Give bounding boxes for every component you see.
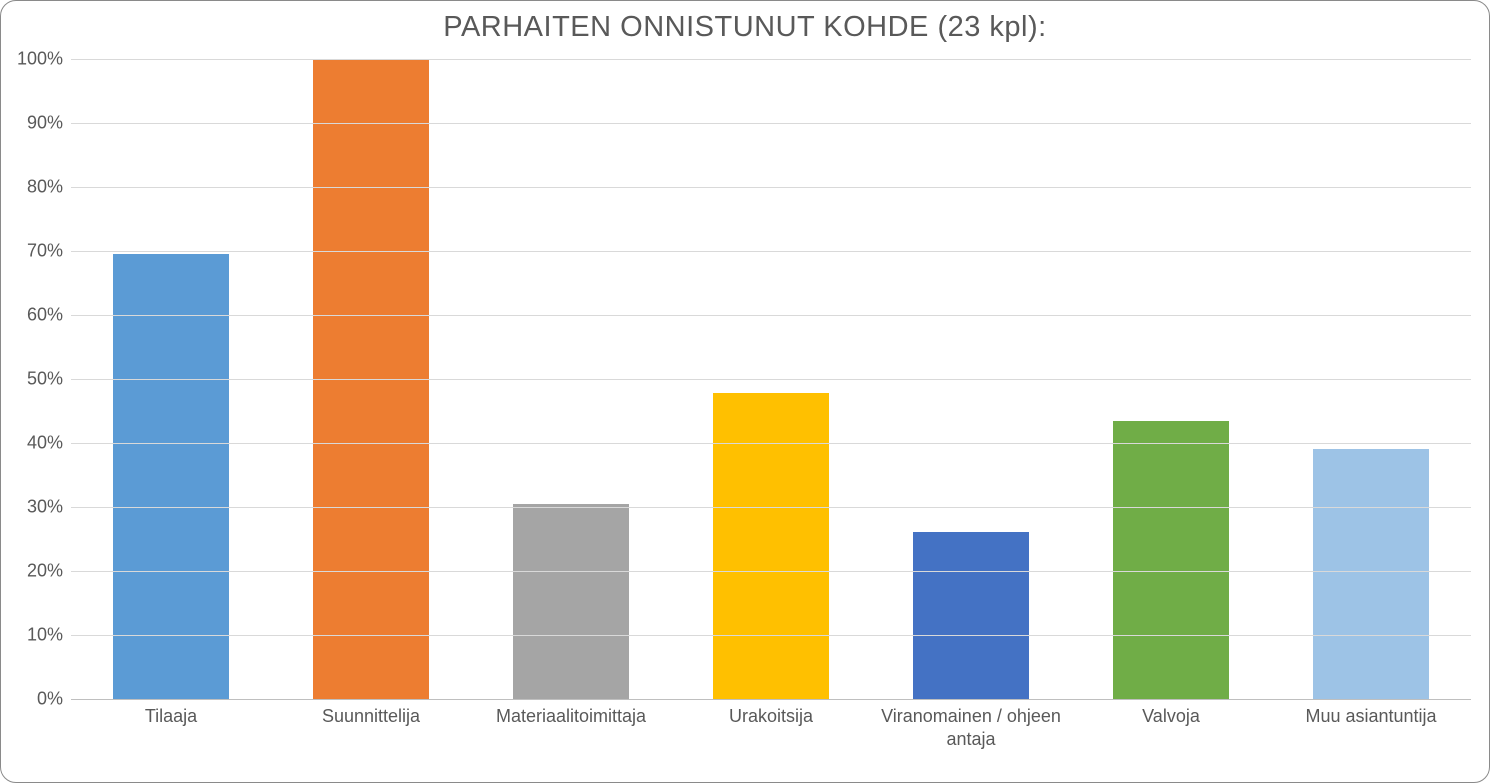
chart-title: PARHAITEN ONNISTUNUT KOHDE (23 kpl):	[1, 11, 1489, 44]
x-tick-label: Valvoja	[1071, 705, 1271, 728]
gridline	[71, 571, 1471, 572]
y-tick-label: 80%	[27, 177, 71, 198]
gridline	[71, 443, 1471, 444]
bar	[1113, 421, 1229, 699]
y-tick-label: 40%	[27, 433, 71, 454]
bar	[713, 393, 829, 699]
gridline	[71, 251, 1471, 252]
chart-frame: PARHAITEN ONNISTUNUT KOHDE (23 kpl): 0%1…	[0, 0, 1490, 783]
y-tick-label: 70%	[27, 241, 71, 262]
bar	[1313, 449, 1429, 699]
y-tick-label: 90%	[27, 113, 71, 134]
y-tick-label: 50%	[27, 369, 71, 390]
gridline	[71, 187, 1471, 188]
y-tick-label: 100%	[17, 49, 71, 70]
gridline	[71, 635, 1471, 636]
plot-area: 0%10%20%30%40%50%60%70%80%90%100%	[71, 59, 1471, 699]
x-tick-label: Viranomainen / ohjeen antaja	[871, 705, 1071, 750]
x-tick-label: Tilaaja	[71, 705, 271, 728]
gridline	[71, 699, 1471, 700]
gridline	[71, 59, 1471, 60]
x-axis-labels: TilaajaSuunnittelijaMateriaalitoimittaja…	[71, 705, 1471, 775]
gridline	[71, 379, 1471, 380]
gridline	[71, 507, 1471, 508]
y-tick-label: 20%	[27, 561, 71, 582]
bar	[113, 254, 229, 699]
y-tick-label: 30%	[27, 497, 71, 518]
x-tick-label: Muu asiantuntija	[1271, 705, 1471, 728]
x-tick-label: Suunnittelija	[271, 705, 471, 728]
y-tick-label: 60%	[27, 305, 71, 326]
y-tick-label: 10%	[27, 625, 71, 646]
y-tick-label: 0%	[37, 689, 71, 710]
x-tick-label: Materiaalitoimittaja	[471, 705, 671, 728]
x-tick-label: Urakoitsija	[671, 705, 871, 728]
gridline	[71, 123, 1471, 124]
bar	[513, 504, 629, 699]
bar	[913, 532, 1029, 699]
gridline	[71, 315, 1471, 316]
